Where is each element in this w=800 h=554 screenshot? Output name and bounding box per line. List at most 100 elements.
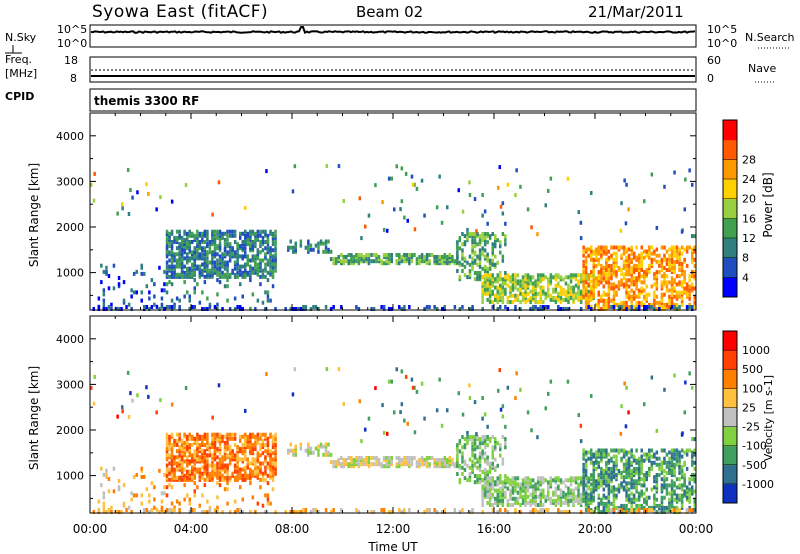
power-cell (635, 257, 638, 262)
velocity-cell (175, 475, 179, 480)
power-cell (693, 257, 696, 262)
power-cell (678, 294, 681, 299)
power-cell (486, 287, 489, 292)
power-cell (186, 266, 189, 271)
velocity-cell (415, 389, 419, 394)
velocity-cell (488, 492, 492, 497)
power-cell (233, 262, 237, 267)
velocity-cell (259, 453, 262, 458)
velocity-cell (393, 410, 396, 415)
power-cell (188, 307, 191, 311)
velocity-cell (637, 503, 641, 508)
power-cell (673, 261, 676, 266)
power-cell (526, 297, 530, 302)
velocity-cell (624, 424, 628, 429)
velocity-cell (584, 458, 588, 463)
power-cell (423, 255, 426, 259)
velocity-cell (226, 436, 229, 441)
power-cell (582, 294, 585, 299)
velocity-cell (521, 500, 525, 505)
velocity-cell (658, 510, 661, 514)
velocity-cell (488, 482, 492, 487)
power-cell (97, 296, 101, 301)
velocity-cell (443, 456, 446, 460)
velocity-cell (660, 471, 664, 475)
velocity-cell (456, 449, 459, 454)
power-cell (249, 266, 252, 271)
velocity-cell (678, 483, 681, 488)
power-cell (153, 302, 156, 307)
power-cell (531, 295, 535, 300)
power-cell (640, 300, 643, 305)
colorbar-swatch (723, 179, 737, 200)
power-cell (670, 266, 674, 270)
power-cell (504, 305, 507, 309)
power-cell (688, 274, 691, 279)
power-cell (619, 228, 623, 233)
velocity-cell (519, 486, 522, 491)
velocity-cell (516, 500, 520, 505)
velocity-cell (534, 486, 537, 491)
power-cell (382, 305, 386, 309)
power-cell (239, 235, 242, 240)
velocity-cell (418, 462, 421, 467)
power-cell (632, 292, 636, 297)
velocity-cell (640, 458, 643, 463)
velocity-cell (461, 412, 465, 417)
power-cell (168, 305, 171, 309)
power-cell (150, 305, 154, 309)
velocity-cell (675, 510, 679, 514)
power-cell (584, 261, 588, 266)
velocity-cell (233, 465, 237, 470)
power-cell (590, 297, 593, 302)
power-cell (274, 268, 277, 273)
power-cell (542, 277, 545, 282)
velocity-cell (612, 508, 616, 512)
velocity-cell (201, 493, 204, 498)
power-cell (249, 274, 252, 279)
power-cell (660, 274, 664, 279)
velocity-cell (163, 485, 166, 490)
power-cell (223, 246, 227, 251)
velocity-cell (241, 445, 244, 450)
power-cell (590, 191, 593, 195)
velocity-cell (304, 508, 308, 512)
power-cell (337, 257, 340, 262)
power-cell (653, 302, 656, 307)
velocity-cell (566, 379, 570, 384)
colorbar-swatch (723, 238, 737, 259)
velocity-cell (673, 491, 676, 496)
velocity-cell (259, 477, 262, 482)
velocity-cell (208, 453, 212, 458)
power-cell (627, 247, 631, 252)
power-cell (663, 307, 666, 311)
power-cell (471, 305, 474, 309)
power-cell (463, 258, 467, 263)
velocity-cell (463, 476, 467, 481)
velocity-cell (534, 494, 537, 499)
velocity-cell (178, 501, 181, 506)
power-cell (206, 229, 209, 234)
power-cell (481, 287, 484, 292)
velocity-cell (691, 485, 694, 490)
velocity-cell (148, 499, 151, 504)
power-cell (648, 305, 651, 309)
power-cell (251, 229, 255, 234)
velocity-cell (244, 408, 247, 413)
power-cell (249, 242, 252, 247)
velocity-cell (244, 438, 247, 443)
power-cell (428, 305, 431, 309)
power-cell (324, 241, 328, 246)
velocity-cell (619, 431, 623, 436)
velocity-cell (486, 494, 489, 499)
power-cell (494, 297, 497, 302)
power-cell (625, 247, 628, 252)
power-cell (663, 276, 666, 281)
velocity-cell (526, 480, 530, 485)
power-cell (446, 205, 449, 210)
velocity-cell (385, 462, 388, 467)
power-cell (612, 251, 616, 256)
power-cell (499, 240, 502, 245)
power-cell (294, 307, 297, 311)
power-cell (648, 249, 651, 254)
